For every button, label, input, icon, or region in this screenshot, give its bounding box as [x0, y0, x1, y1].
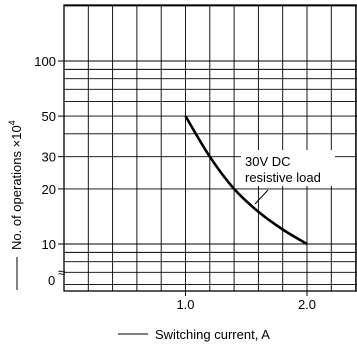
y-axis-title: No. of operations ×104	[7, 120, 24, 250]
axis-break-icon: ≈	[58, 265, 65, 280]
y-tick-label: 100	[34, 54, 56, 69]
x-tick-label: 1.0	[176, 297, 194, 312]
series-line-0	[184, 115, 308, 246]
plot-frame	[63, 4, 357, 292]
grid-lines	[64, 5, 357, 291]
x-axis-title: Switching current, A	[155, 327, 270, 342]
y-axis-title-group: No. of operations ×104	[7, 120, 24, 290]
y-tick-label: 20	[42, 182, 56, 197]
annotation-leader	[254, 189, 269, 205]
annotation-line1: 30V DC	[245, 154, 291, 169]
series-group	[184, 115, 308, 246]
x-tick-label: 2.0	[298, 297, 316, 312]
y-tick-label: 10	[42, 237, 56, 252]
annotation-background	[241, 150, 335, 186]
y-tick-label: 30	[42, 150, 56, 165]
y-tick-label: 50	[42, 109, 56, 124]
annotation-line2: resistive load	[245, 170, 321, 185]
y-zero-tick-label: 0	[48, 273, 55, 288]
tick-labels: 10 20 30 50 100 1.0 2.0	[34, 54, 316, 312]
